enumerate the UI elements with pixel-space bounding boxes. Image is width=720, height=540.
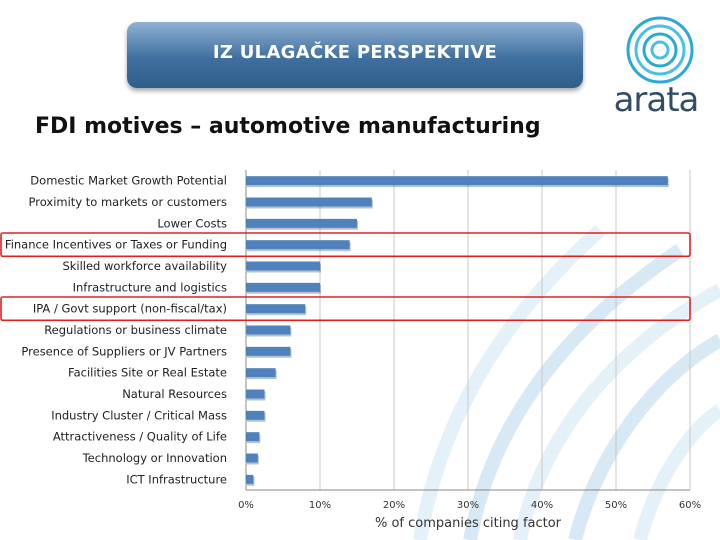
x-tick-label: 60% bbox=[679, 500, 701, 511]
bar bbox=[246, 389, 265, 399]
bar bbox=[246, 325, 291, 335]
bar bbox=[246, 282, 320, 292]
category-label: Domestic Market Growth Potential bbox=[30, 174, 227, 188]
bar bbox=[246, 346, 291, 356]
category-label: IPA / Govt support (non-fiscal/tax) bbox=[33, 302, 227, 316]
bar bbox=[246, 453, 258, 463]
category-label: Facilities Site or Real Estate bbox=[68, 366, 227, 380]
bar bbox=[246, 304, 306, 314]
fdi-motives-bar-chart: Domestic Market Growth Potential Proximit… bbox=[0, 170, 701, 531]
bar bbox=[246, 474, 254, 484]
highlight-box bbox=[0, 232, 691, 258]
category-label: Regulations or business climate bbox=[44, 323, 227, 337]
category-label: Industry Cluster / Critical Mass bbox=[51, 408, 227, 422]
category-label: Lower Costs bbox=[157, 216, 227, 230]
bar bbox=[246, 176, 668, 186]
x-tick-label: 30% bbox=[457, 500, 479, 511]
category-label: Natural Resources bbox=[122, 387, 227, 401]
header-banner: IZ ULAGAČKE PERSPEKTIVE bbox=[127, 22, 583, 88]
bar bbox=[246, 218, 357, 228]
bar bbox=[246, 432, 260, 442]
bar bbox=[246, 240, 350, 250]
bar bbox=[246, 197, 372, 207]
x-tick-label: 40% bbox=[531, 500, 553, 511]
slide-subtitle: FDI motives – automotive manufacturing bbox=[35, 114, 541, 139]
category-label: Infrastructure and logistics bbox=[73, 280, 227, 294]
bar bbox=[246, 368, 276, 378]
bar bbox=[246, 410, 265, 420]
banner-title: IZ ULAGAČKE PERSPEKTIVE bbox=[212, 42, 498, 63]
category-label: ICT Infrastructure bbox=[126, 472, 227, 486]
bar bbox=[246, 261, 320, 271]
arata-logo-icon bbox=[626, 16, 694, 84]
category-label: Attractiveness / Quality of Life bbox=[53, 430, 227, 444]
x-tick-label: 20% bbox=[383, 500, 405, 511]
logo-wordmark: arata bbox=[613, 80, 700, 120]
x-tick-label: 10% bbox=[309, 500, 331, 511]
x-axis-title: % of companies citing factor bbox=[375, 516, 562, 531]
category-label: Technology or Innovation bbox=[82, 451, 227, 465]
category-label: Proximity to markets or customers bbox=[29, 195, 227, 209]
x-tick-label: 0% bbox=[238, 500, 254, 511]
highlight-box bbox=[0, 296, 691, 322]
category-label: Finance Incentives or Taxes or Funding bbox=[5, 238, 227, 252]
category-label: Skilled workforce availability bbox=[62, 259, 227, 273]
category-label: Presence of Suppliers or JV Partners bbox=[21, 344, 227, 358]
x-tick-label: 50% bbox=[605, 500, 627, 511]
